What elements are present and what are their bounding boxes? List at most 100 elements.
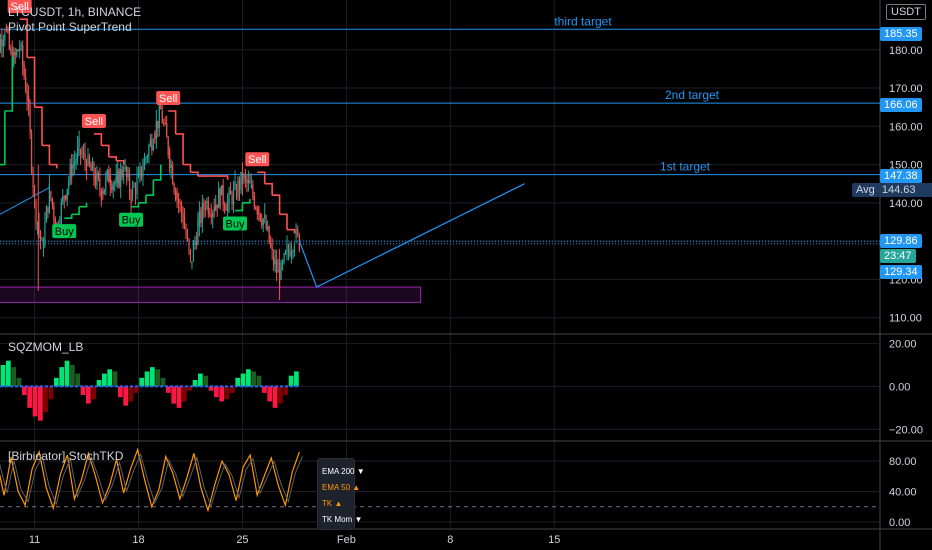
candle-body <box>42 245 45 249</box>
candle-body <box>29 106 31 133</box>
legend-label: TK Mom <box>322 515 353 524</box>
candle-body <box>152 145 154 151</box>
candle-body <box>100 190 102 201</box>
candle-body <box>50 191 52 199</box>
supertrend-segment <box>64 214 73 219</box>
momentum-bar <box>128 386 134 402</box>
momentum-bar <box>219 386 225 402</box>
candle-body <box>79 149 82 154</box>
momentum-bar <box>203 375 209 387</box>
candle-body <box>219 189 221 207</box>
candle-body <box>84 152 86 163</box>
candle-body <box>192 243 195 262</box>
currency-badge[interactable]: USDT <box>886 4 926 20</box>
momentum-bar <box>240 373 246 387</box>
momentum-bar <box>96 380 102 387</box>
candle-body <box>145 157 147 159</box>
supertrend-segment <box>41 144 51 165</box>
support-zone <box>0 286 422 303</box>
candle-body <box>267 226 269 229</box>
momentum-bar <box>80 386 86 395</box>
candle-body <box>16 50 18 56</box>
candle-body <box>222 185 224 205</box>
signal-box <box>7 0 32 14</box>
candle-body <box>103 189 105 195</box>
candle-body <box>277 270 279 273</box>
signal-box <box>52 224 77 239</box>
indicator-title[interactable]: Pivot Point SuperTrend <box>8 20 132 34</box>
time-axis-tick: 25 <box>236 534 248 546</box>
momentum-bar <box>38 386 43 421</box>
candle-body <box>229 190 232 195</box>
momentum-bar <box>0 365 6 387</box>
price-axis-tick: 140.00 <box>889 198 923 210</box>
squeeze-axis-tick: 0.00 <box>889 381 910 393</box>
supertrend-segment <box>183 163 192 173</box>
target-label: 1st target <box>660 160 711 174</box>
candle-body <box>154 133 156 139</box>
candle-body <box>293 246 296 252</box>
stoch-axis-tick: 0.00 <box>889 517 910 529</box>
candle-body <box>158 104 160 128</box>
candle-body <box>247 180 249 184</box>
signal-box <box>156 91 181 105</box>
stoch-pane-title[interactable]: [Birbicator] StochTKD <box>8 449 124 463</box>
candle-body <box>215 204 217 211</box>
candle-body <box>45 206 48 223</box>
supertrend-segment <box>19 18 28 58</box>
candle-body <box>232 187 235 205</box>
candle-body <box>23 65 25 77</box>
candle-body <box>155 120 157 139</box>
candle-body <box>28 95 30 107</box>
momentum-bar <box>48 386 54 400</box>
legend-item-tk-mom: TK Mom ▼ <box>322 515 362 524</box>
candle-body <box>139 166 141 180</box>
signal-text: Sell <box>159 93 177 105</box>
price-axis-tick: 170.00 <box>889 83 923 95</box>
candle-body <box>201 202 203 223</box>
candle-body <box>252 184 254 196</box>
momentum-bar <box>176 386 182 408</box>
momentum-bar <box>112 371 118 387</box>
buy-signal-label: Buy <box>119 212 144 227</box>
candle-body <box>259 213 261 221</box>
candle-body <box>78 138 80 147</box>
momentum-bar <box>43 386 49 413</box>
squeeze-pane-title[interactable]: SQZMOM_LB <box>8 340 84 354</box>
candle-body <box>131 186 134 196</box>
supertrend-segment <box>101 144 110 157</box>
signal-text: Buy <box>55 226 74 238</box>
supertrend-segment <box>145 179 155 197</box>
candle-body <box>81 153 83 155</box>
symbol-header[interactable]: LTCUSDT, 1h, BINANCE <box>8 5 142 19</box>
supertrend-segment <box>242 199 251 204</box>
momentum-bar <box>262 386 267 393</box>
candle-body <box>97 172 100 178</box>
candle-body <box>262 218 264 226</box>
candle-body <box>130 193 132 204</box>
candle-body <box>240 171 242 191</box>
candle-body <box>63 196 65 199</box>
candle-body <box>38 222 40 232</box>
momentum-bar <box>214 386 219 398</box>
candle-body <box>268 226 270 244</box>
candle-body <box>216 204 218 209</box>
candle-body <box>256 208 258 215</box>
candle-body <box>237 179 239 197</box>
candle-body <box>39 231 42 241</box>
price-axis-tick: 160.00 <box>889 121 923 133</box>
candle-body <box>281 262 284 264</box>
candle-body <box>10 48 12 52</box>
projection-line <box>298 183 525 288</box>
third-target-price-badge: 185.35 <box>880 27 922 41</box>
momentum-bar <box>272 386 278 408</box>
stoch-legend-panel[interactable]: EMA 200 ▼ EMA 50 ▲ TK ▲ TK Mom ▼ <box>317 458 365 530</box>
candle-body <box>137 171 140 178</box>
momentum-bar <box>27 386 33 408</box>
signal-text: Sell <box>85 116 103 128</box>
momentum-bar <box>86 386 91 404</box>
candle-body <box>47 206 49 213</box>
time-axis-tick: 18 <box>132 534 144 546</box>
candle-body <box>218 189 220 209</box>
candle-body <box>90 165 92 171</box>
